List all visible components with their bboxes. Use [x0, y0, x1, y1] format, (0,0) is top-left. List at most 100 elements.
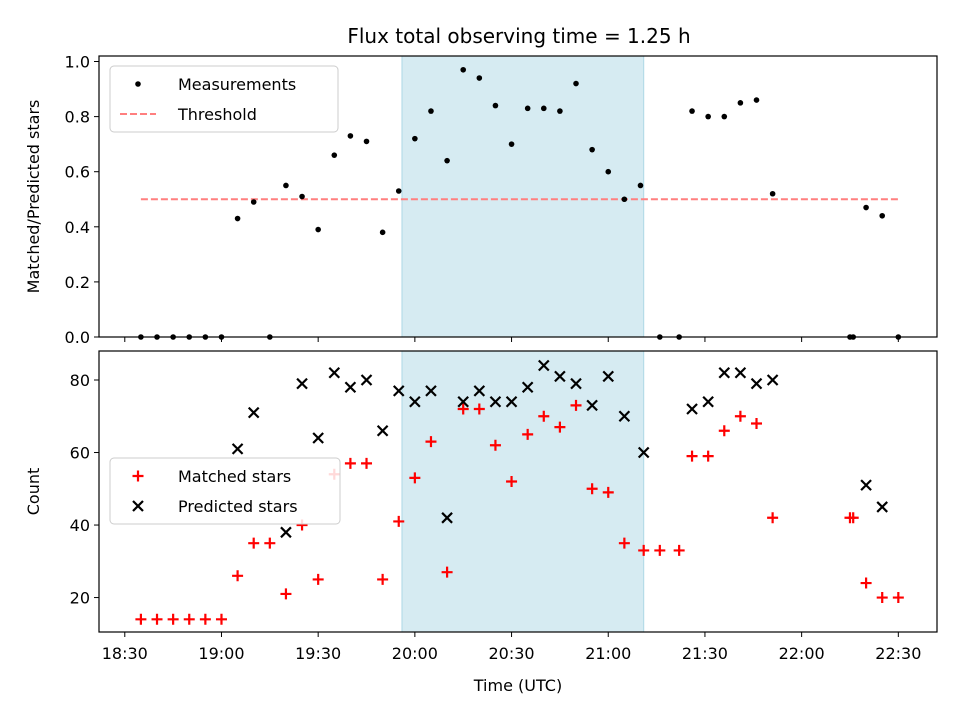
y-tick-label: 0.2: [65, 273, 90, 292]
measurement-point: [753, 97, 760, 103]
y-axis-label: Count: [24, 468, 43, 516]
y-tick-label: 0.0: [65, 328, 90, 347]
legend-label: Predicted stars: [178, 497, 298, 516]
predicted-star-point: [280, 526, 292, 539]
predicted-star-point: [344, 381, 357, 394]
measurement-point: [769, 190, 776, 197]
predicted-star-point: [750, 377, 763, 390]
matched-star-point: [489, 439, 501, 451]
predicted-star-point: [441, 512, 453, 524]
measurement-point: [476, 75, 483, 81]
measurement-point: [508, 141, 515, 147]
predicted-star-point: [637, 446, 650, 459]
predicted-star-point: [489, 395, 502, 408]
measurement-point: [524, 105, 531, 112]
x-tick-label: 21:30: [682, 644, 728, 663]
matched-star-point: [570, 399, 582, 411]
predicted-star-point: [312, 432, 324, 444]
matched-star-point: [280, 588, 292, 600]
matched-star-point: [361, 457, 373, 469]
y-tick-label: 1.0: [65, 53, 90, 72]
predicted-star-point: [247, 406, 260, 419]
measurement-point: [557, 108, 563, 114]
measurement-point: [721, 113, 728, 120]
matched-star-point: [602, 486, 614, 498]
matched-star-point: [473, 403, 485, 415]
predicted-star-point: [734, 366, 747, 379]
matched-star-point: [673, 544, 685, 556]
matched-star-point: [554, 421, 566, 433]
predicted-star-point: [296, 377, 308, 390]
matched-star-point: [264, 537, 276, 549]
measurement-point: [863, 204, 869, 211]
predicted-star-point: [521, 381, 534, 394]
matched-star-point: [686, 450, 698, 462]
predicted-star-point: [876, 501, 888, 513]
measurement-point: [395, 188, 402, 194]
x-tick-label: 20:00: [392, 644, 438, 663]
y-tick-label: 20: [70, 589, 90, 608]
matched-star-point: [860, 577, 872, 589]
legend-box: [109, 457, 341, 525]
matched-star-point: [702, 450, 714, 462]
y-tick-label: 60: [70, 444, 90, 463]
legend-label: Threshold: [177, 105, 257, 124]
measurement-point: [299, 193, 305, 200]
predicted-star-point: [425, 385, 437, 397]
x-tick-label: 20:30: [488, 644, 534, 663]
matched-star-point: [409, 472, 421, 484]
matched-star-point: [734, 410, 746, 422]
measurement-point: [283, 182, 289, 189]
x-tick-label: 21:00: [585, 644, 631, 663]
measurement-point: [605, 168, 612, 175]
matched-star-point: [751, 418, 763, 430]
x-tick-label: 22:00: [779, 644, 825, 663]
x-tick-label: 22:30: [875, 644, 921, 663]
predicted-star-point: [586, 399, 598, 412]
matched-star-point: [522, 428, 534, 440]
predicted-star-point: [718, 366, 731, 379]
matched-star-point: [876, 592, 888, 604]
measurement-point: [234, 215, 241, 222]
measurement-point: [315, 226, 321, 233]
measurement-point: [331, 152, 338, 158]
measurement-point: [589, 146, 595, 153]
x-axis-label: Time (UTC): [473, 676, 562, 695]
y-tick-label: 40: [70, 516, 90, 535]
matched-star-point: [457, 403, 469, 415]
legend-dot-marker: [135, 81, 141, 87]
observing-window-shade: [401, 55, 645, 338]
x-tick-label: 19:00: [198, 644, 244, 663]
matched-star-point: [618, 537, 630, 549]
matched-star-point: [183, 613, 195, 625]
legend-label: Measurements: [178, 75, 296, 94]
y-tick-label: 0.6: [65, 163, 90, 182]
predicted-star-point: [554, 370, 566, 383]
matched-star-point: [767, 512, 779, 524]
matched-star-point: [167, 613, 179, 625]
measurement-point: [412, 135, 418, 142]
measurement-point: [460, 66, 467, 73]
measurement-point: [250, 199, 257, 205]
chart-title: Flux total observing time = 1.25 h: [347, 24, 690, 48]
matched-star-point: [232, 570, 244, 582]
y-axis-label: Matched/Predicted stars: [24, 100, 43, 294]
predicted-star-point: [409, 395, 421, 408]
predicted-star-point: [328, 366, 341, 379]
x-tick-label: 19:30: [295, 644, 341, 663]
predicted-star-point: [766, 374, 779, 386]
axes-frame: [98, 55, 938, 338]
legend-plus-marker: [132, 470, 144, 482]
y-tick-label: 0.8: [65, 108, 90, 127]
measurement-point: [363, 138, 370, 145]
matched-star-point: [506, 476, 518, 488]
measurement-point: [492, 102, 499, 109]
predicted-star-point: [360, 374, 373, 386]
predicted-star-point: [376, 424, 389, 437]
matched-star-point: [215, 613, 227, 625]
predicted-star-point: [392, 385, 405, 397]
measurement-point: [444, 157, 450, 164]
axes-frame: [98, 350, 938, 633]
measurement-point: [689, 108, 695, 114]
